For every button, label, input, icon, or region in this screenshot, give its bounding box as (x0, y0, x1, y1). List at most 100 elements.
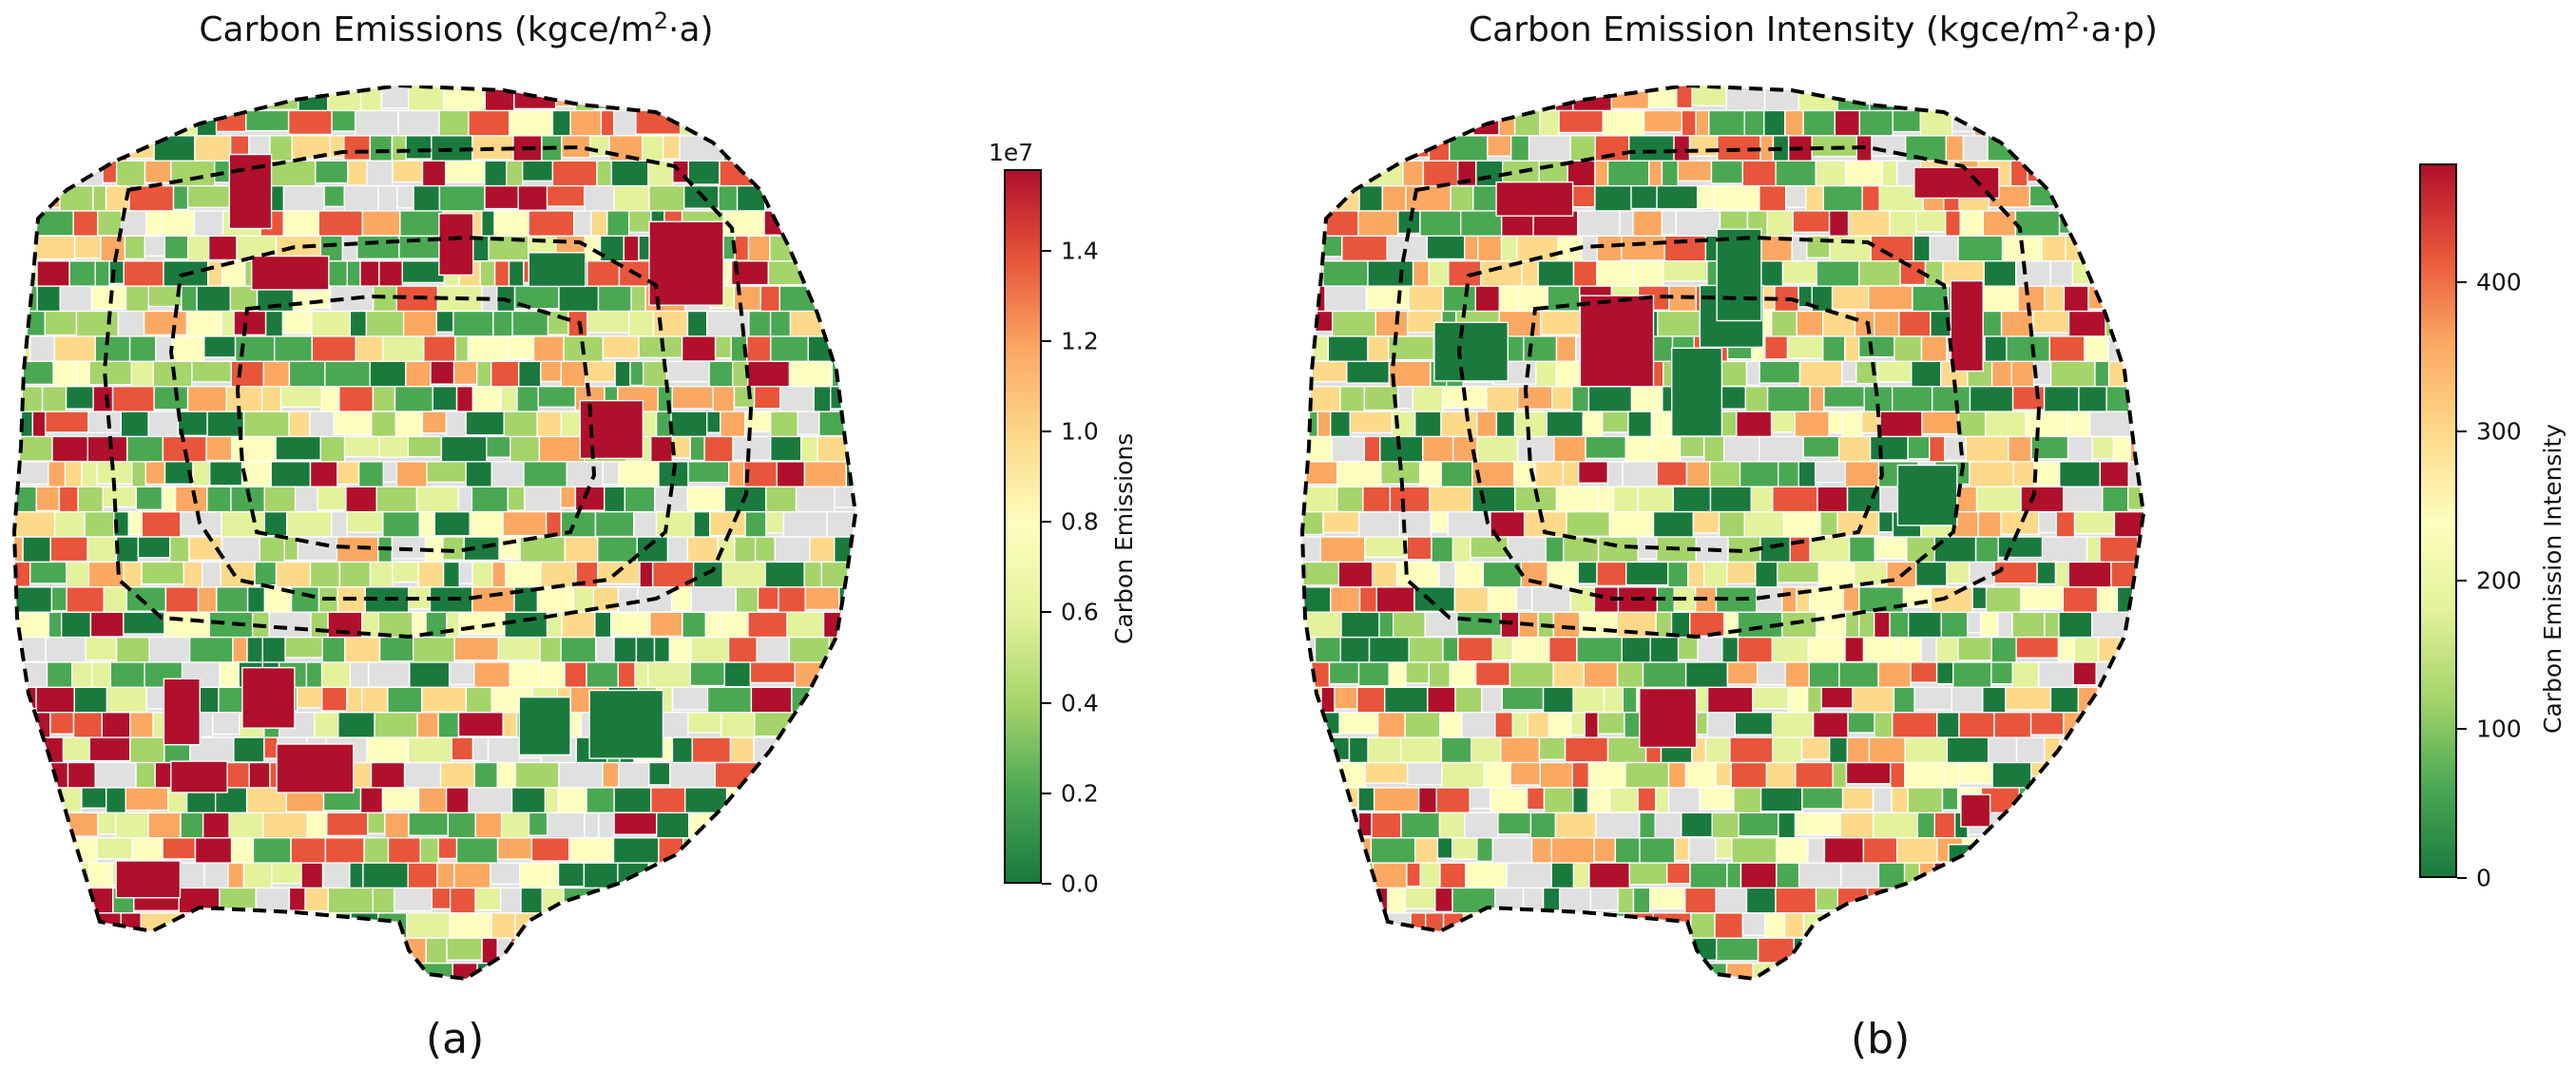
land-parcel (1699, 787, 1735, 811)
land-parcel (594, 611, 612, 640)
land-parcel (1891, 787, 1909, 816)
land-parcel (1952, 661, 1992, 692)
land-parcel (864, 863, 894, 895)
land-parcel (568, 837, 615, 863)
land-parcel (2080, 912, 2099, 940)
land-parcel (1577, 210, 1621, 238)
land-parcel (41, 135, 67, 159)
land-parcel (323, 184, 345, 207)
land-parcel (327, 611, 363, 640)
land-parcel (769, 411, 798, 440)
land-parcel (14, 761, 42, 792)
panel-title: Carbon Emission Intensity (kgce/m2·a·p) (1469, 8, 2158, 49)
colorbar-ticks: 0.0 0.2 0.4 0.6 0.8 1.0 1.2 1.4 (1042, 169, 1137, 896)
land-parcel (776, 461, 806, 489)
land-parcel (715, 862, 744, 896)
land-parcel (1427, 686, 1456, 714)
land-parcel (1325, 109, 1355, 133)
land-parcel (1579, 295, 1655, 388)
land-parcel (62, 736, 90, 762)
land-parcel (539, 636, 562, 664)
land-parcel (1684, 887, 1718, 916)
land-parcel (804, 586, 840, 611)
land-parcel (648, 220, 724, 306)
land-parcel (682, 611, 707, 640)
land-parcel (2109, 937, 2141, 970)
land-parcel (45, 812, 69, 836)
land-parcel (49, 712, 75, 736)
land-parcel (1339, 386, 1366, 416)
land-parcel (846, 259, 855, 288)
land-parcel (2137, 536, 2143, 563)
land-parcel (163, 678, 201, 746)
land-parcel (66, 561, 90, 588)
land-parcel (741, 862, 771, 892)
land-parcel (602, 761, 620, 788)
land-parcel (2059, 736, 2086, 772)
land-parcel (1828, 411, 1843, 434)
land-parcel (1302, 787, 1344, 821)
land-parcel (382, 510, 421, 540)
land-parcel (1338, 712, 1379, 735)
land-parcel (1546, 411, 1584, 440)
land-parcel (203, 862, 229, 888)
land-parcel (2098, 787, 2113, 815)
land-parcel (406, 912, 451, 939)
choropleth-map (1299, 86, 2167, 982)
land-parcel (759, 787, 801, 813)
land-parcel (1596, 259, 1634, 288)
land-parcel (123, 259, 164, 288)
land-parcel (1438, 561, 1456, 592)
land-parcel (857, 512, 893, 533)
land-parcel (1464, 812, 1499, 839)
land-parcel (14, 937, 44, 974)
land-parcel (435, 310, 454, 333)
land-parcel (669, 86, 709, 110)
land-parcel (602, 461, 620, 486)
land-parcel (355, 109, 399, 139)
land-parcel (451, 736, 474, 761)
land-parcel (1539, 310, 1586, 336)
land-parcel (836, 787, 855, 823)
land-parcel (2043, 160, 2080, 188)
land-parcel (1745, 360, 1760, 387)
colorbar-tick (1042, 249, 1051, 252)
land-parcel (1961, 86, 1981, 108)
land-parcel (2151, 336, 2167, 362)
land-parcel (2020, 937, 2049, 973)
land-parcel (2055, 814, 2129, 886)
land-parcel (433, 510, 471, 537)
land-parcel (803, 937, 821, 961)
land-parcel (170, 760, 228, 793)
land-parcel (407, 435, 443, 458)
land-parcel (799, 109, 828, 137)
land-parcel (503, 411, 538, 439)
land-parcel (14, 160, 34, 196)
land-parcel (727, 837, 771, 869)
land-parcel (1840, 862, 1880, 890)
land-parcel (72, 210, 99, 238)
land-parcel (2078, 160, 2094, 194)
land-parcel (95, 962, 111, 979)
land-parcel (814, 210, 851, 240)
land-parcel (137, 536, 171, 559)
land-parcel (432, 386, 458, 411)
land-parcel (509, 937, 526, 960)
land-parcel (296, 686, 323, 709)
land-parcel (2082, 862, 2096, 888)
choropleth-map (11, 86, 894, 982)
land-parcel (14, 887, 39, 910)
land-parcel (853, 160, 855, 195)
land-parcel (1364, 536, 1409, 559)
land-parcel (792, 184, 833, 209)
land-parcel (265, 937, 300, 969)
land-parcel (2056, 862, 2084, 887)
land-parcel (1451, 962, 1490, 979)
land-parcel (1858, 335, 1895, 358)
land-parcel (671, 736, 694, 765)
land-parcel (408, 812, 449, 836)
land-parcel (560, 486, 577, 508)
land-parcel (777, 135, 817, 158)
land-parcel (859, 687, 894, 719)
land-parcel (1975, 486, 2022, 513)
